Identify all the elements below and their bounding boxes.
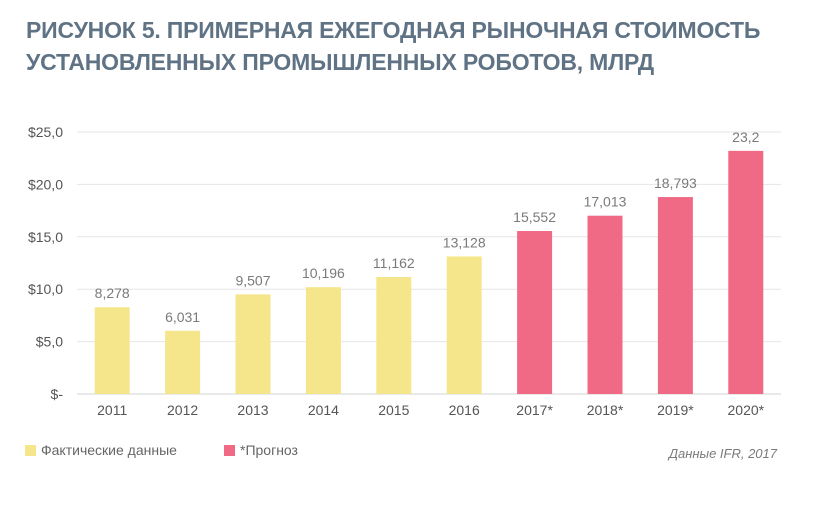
data-label: 8,278 <box>95 285 130 301</box>
bar-2018-forecast <box>587 215 623 394</box>
data-label: 10,196 <box>302 265 345 281</box>
legend-label-forecast: *Прогноз <box>240 442 298 458</box>
data-label: 9,507 <box>235 272 270 288</box>
data-label: 23,2 <box>732 129 759 145</box>
chart-title: РИСУНОК 5. ПРИМЕРНАЯ ЕЖЕГОДНАЯ РЫНОЧНАЯ … <box>26 14 796 78</box>
x-tick-label: 2019* <box>657 402 694 418</box>
x-tick-label: 2011 <box>97 402 127 418</box>
bar-2012 <box>165 330 201 394</box>
chart-title-line-1: РИСУНОК 5. ПРИМЕРНАЯ ЕЖЕГОДНАЯ РЫНОЧНАЯ … <box>26 17 761 43</box>
x-tick-label: 2018* <box>587 402 624 418</box>
bar-2011 <box>94 307 130 394</box>
bar-2015 <box>376 277 412 394</box>
bar-2013 <box>235 294 271 394</box>
legend-label-actual: Фактические данные <box>41 442 177 458</box>
y-tick-label: $10,0 <box>28 281 63 297</box>
data-label: 18,793 <box>654 175 697 191</box>
x-tick-label: 2017* <box>516 402 553 418</box>
legend-swatch-actual <box>25 445 36 456</box>
x-tick-label: 2014 <box>308 402 339 418</box>
bar-2019-forecast <box>657 197 693 394</box>
data-label: 11,162 <box>373 255 415 271</box>
data-label: 13,128 <box>443 234 486 250</box>
bar-2017-forecast <box>517 231 553 394</box>
data-label: 6,031 <box>165 309 200 325</box>
data-source-note: Данные IFR, 2017 <box>668 446 777 461</box>
bar-2014 <box>305 287 341 394</box>
x-tick-label: 2016 <box>449 402 480 418</box>
x-tick-label: 2015 <box>378 402 409 418</box>
y-tick-label: $20,0 <box>28 176 63 192</box>
y-tick-label: $25,0 <box>28 124 63 140</box>
bar-2016 <box>446 256 482 394</box>
y-tick-label: $15,0 <box>28 229 63 245</box>
legend-swatch-forecast <box>224 445 235 456</box>
data-label: 15,552 <box>513 209 556 225</box>
y-tick-label: $- <box>51 386 64 402</box>
bar-2020-forecast <box>728 150 764 394</box>
y-tick-label: $5,0 <box>36 334 63 350</box>
x-tick-label: 2020* <box>728 402 765 418</box>
x-tick-label: 2013 <box>237 402 268 418</box>
chart-title-line-2: УСТАНОВЛЕННЫХ ПРОМЫШЛЕННЫХ РОБОТОВ, МЛРД <box>26 49 654 75</box>
data-label: 17,013 <box>584 194 627 210</box>
x-tick-label: 2012 <box>167 402 198 418</box>
